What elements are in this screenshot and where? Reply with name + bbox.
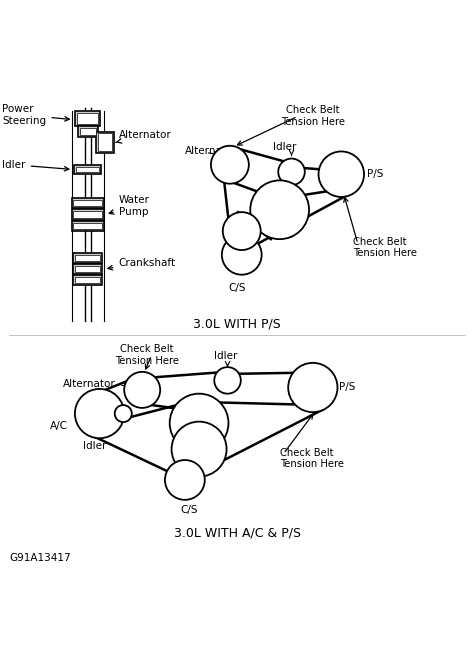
Bar	[72, 209, 104, 220]
Bar	[75, 266, 100, 272]
Circle shape	[319, 151, 364, 197]
Text: P/S: P/S	[367, 168, 384, 178]
Bar	[80, 128, 96, 135]
Text: Idler: Idler	[214, 351, 238, 361]
Bar	[98, 133, 112, 151]
Bar	[74, 165, 101, 174]
Bar	[73, 200, 102, 206]
Bar	[73, 222, 102, 229]
Text: W/P: W/P	[204, 423, 223, 433]
Circle shape	[223, 212, 261, 250]
Circle shape	[278, 159, 305, 185]
Bar	[72, 198, 104, 208]
Text: A/C: A/C	[50, 422, 68, 432]
Text: 3.0L WITH P/S: 3.0L WITH P/S	[193, 318, 281, 330]
Bar	[73, 254, 102, 263]
Bar	[73, 264, 102, 274]
Bar	[96, 132, 114, 153]
Text: Crankshaft: Crankshaft	[108, 258, 176, 270]
Bar	[75, 255, 100, 261]
Circle shape	[214, 367, 241, 394]
Circle shape	[222, 235, 262, 274]
Circle shape	[165, 460, 205, 500]
Circle shape	[124, 372, 160, 408]
Text: Idler: Idler	[83, 441, 107, 451]
Text: Alternator: Alternator	[116, 130, 171, 143]
Bar	[76, 166, 99, 172]
Text: Alternator: Alternator	[63, 379, 115, 389]
Text: Idler: Idler	[273, 142, 296, 152]
Text: C/S: C/S	[228, 283, 246, 293]
Text: 3.0L WITH A/C & P/S: 3.0L WITH A/C & P/S	[173, 527, 301, 539]
Bar	[73, 275, 102, 284]
Bar	[75, 111, 100, 126]
Circle shape	[172, 422, 227, 477]
Bar	[77, 113, 98, 124]
Text: G91A13417: G91A13417	[9, 553, 71, 563]
Text: Water
Pump: Water Pump	[109, 195, 149, 216]
Circle shape	[75, 389, 124, 438]
Text: Check Belt
Tension Here: Check Belt Tension Here	[281, 105, 345, 127]
Text: Power
Steering: Power Steering	[2, 104, 69, 126]
Text: Alternator: Alternator	[185, 145, 237, 155]
Text: C/S: C/S	[181, 505, 198, 515]
Text: Check Belt
Tension Here: Check Belt Tension Here	[353, 237, 417, 258]
Text: W/P: W/P	[284, 201, 303, 211]
Bar	[78, 126, 98, 137]
Circle shape	[250, 180, 309, 239]
Circle shape	[115, 405, 132, 422]
Text: Check Belt
Tension Here: Check Belt Tension Here	[280, 448, 344, 470]
Circle shape	[170, 394, 228, 452]
Bar	[75, 277, 100, 282]
Text: Idler: Idler	[2, 160, 69, 171]
Text: Check Belt
Tension Here: Check Belt Tension Here	[115, 344, 179, 366]
Circle shape	[288, 363, 337, 412]
Bar	[72, 220, 104, 231]
Circle shape	[211, 146, 249, 184]
Bar	[73, 211, 102, 218]
Text: P/S: P/S	[339, 382, 356, 392]
